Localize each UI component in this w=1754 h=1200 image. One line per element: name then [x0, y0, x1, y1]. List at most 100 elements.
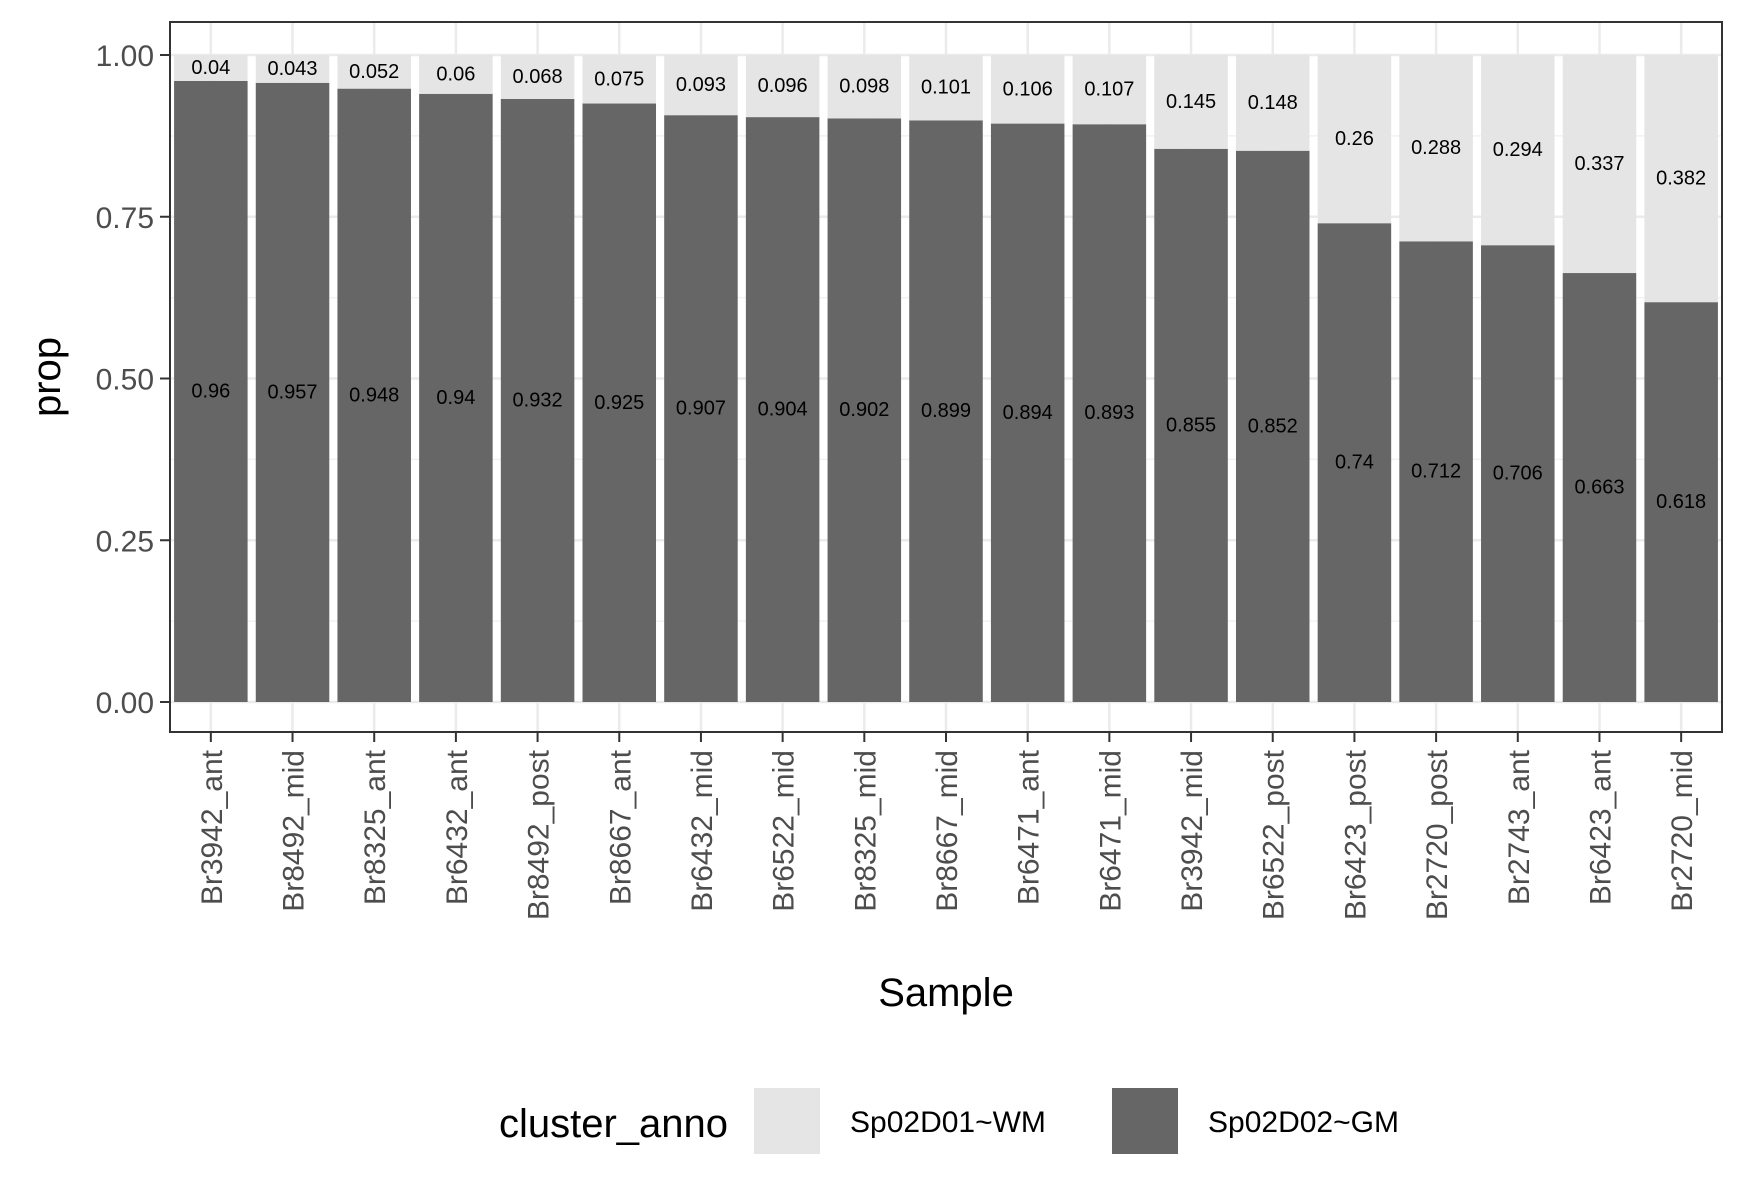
data-label-wm: 0.107: [1084, 79, 1134, 101]
bar-segment-wm: [1562, 55, 1637, 274]
x-tick-label: Br6423_ant: [1584, 749, 1617, 905]
data-label-wm: 0.106: [1003, 78, 1053, 100]
data-label-gm: 0.907: [676, 398, 726, 420]
bars-group: [174, 55, 1718, 703]
bar-segment-wm: [1317, 55, 1392, 224]
bar-segment-wm: [1154, 55, 1228, 149]
data-label-gm: 0.957: [267, 381, 317, 403]
x-tick-label: Br2743_ant: [1503, 749, 1536, 905]
x-tick-label: Br3942_mid: [1176, 750, 1209, 912]
x-tick-label: Br8667_ant: [604, 749, 637, 905]
x-tick-label: Br8325_mid: [849, 750, 882, 912]
x-axis: Br3942_ant Br8492_mid Br8325_ant Br6432_ant…: [196, 732, 1699, 920]
bar-segment-wm: [1235, 55, 1310, 151]
bar-segment-gm: [337, 88, 411, 703]
x-tick-label: Br8492_post: [523, 749, 556, 920]
data-label-gm: 0.94: [436, 387, 475, 409]
y-axis-title: prop: [25, 337, 69, 417]
data-label-gm: 0.855: [1166, 414, 1216, 436]
legend-key-label: Sp02D01~WM: [850, 1106, 1046, 1139]
x-tick-label: Br6432_mid: [686, 750, 719, 912]
bar-segment-gm: [174, 80, 248, 702]
data-label-gm: 0.893: [1084, 402, 1134, 424]
legend-title: cluster_anno: [499, 1102, 728, 1146]
bar-segment-wm: [909, 55, 983, 121]
data-label-wm: 0.337: [1574, 153, 1624, 175]
bar-segment-gm: [909, 120, 983, 703]
bar-segment-gm: [1399, 241, 1473, 702]
data-label-wm: 0.101: [921, 77, 971, 99]
data-label-gm: 0.902: [839, 399, 889, 421]
legend-key-swatch: [1112, 1088, 1178, 1154]
bar-segment-gm: [1154, 148, 1228, 702]
bar-segment-wm: [500, 55, 575, 99]
bar-segment-wm: [1072, 55, 1147, 125]
legend-key-swatch: [754, 1088, 820, 1154]
data-label-gm: 0.852: [1248, 415, 1298, 437]
x-tick-label: Br6522_post: [1258, 749, 1291, 920]
bar-segment-wm: [255, 55, 330, 83]
data-label-wm: 0.043: [267, 58, 317, 80]
data-label-gm: 0.96: [191, 380, 230, 402]
bar-segment-gm: [419, 93, 493, 702]
data-label-gm: 0.74: [1335, 452, 1374, 474]
bar-segment-wm: [664, 55, 738, 116]
bar-segment-gm: [827, 118, 902, 702]
bar-segment-wm: [827, 55, 902, 119]
x-tick-label: Br6471_mid: [1094, 750, 1127, 912]
x-tick-label: Br6432_ant: [441, 749, 474, 905]
y-tick-label: 0.75: [96, 202, 154, 235]
data-label-wm: 0.052: [349, 61, 399, 83]
bar-segment-gm: [1235, 150, 1310, 703]
data-label-wm: 0.26: [1335, 128, 1374, 150]
data-label-wm: 0.288: [1411, 137, 1461, 159]
bar-segment-gm: [500, 98, 575, 703]
data-label-gm: 0.618: [1656, 491, 1706, 513]
bar-segment-wm: [1399, 55, 1473, 242]
bar-segment-gm: [745, 117, 820, 702]
bar-segment-wm: [1481, 55, 1555, 246]
x-tick-label: Br3942_ant: [196, 749, 229, 905]
data-label-wm: 0.075: [594, 68, 644, 90]
y-axis: 0.00 0.25 0.50 0.75 1.00: [96, 40, 170, 720]
y-tick-label: 0.00: [96, 687, 154, 720]
bar-segment-wm: [1644, 55, 1718, 303]
legend-key-label: Sp02D02~GM: [1208, 1106, 1399, 1139]
bar-segment-wm: [990, 55, 1065, 124]
x-tick-label: Br6522_mid: [768, 750, 801, 912]
data-label-gm: 0.894: [1003, 402, 1053, 424]
data-label-gm: 0.932: [513, 389, 563, 411]
x-tick-label: Br2720_post: [1421, 749, 1454, 920]
bar-segment-gm: [664, 115, 738, 702]
bar-segment-gm: [1562, 273, 1637, 702]
bar-segment-wm: [419, 55, 493, 94]
bar-segment-gm: [1481, 245, 1555, 702]
bar-segment-gm: [1317, 223, 1392, 702]
data-label-gm: 0.706: [1493, 463, 1543, 485]
bar-segment-gm: [582, 103, 657, 702]
legend: cluster_anno Sp02D01~WM Sp02D02~GM: [499, 1088, 1399, 1154]
bar-labels-group: 0.96 0.04 0.957 0.043 0.948 0.052 0.94 0.06 0.93…: [191, 57, 1706, 513]
x-axis-title: Sample: [878, 971, 1014, 1015]
data-label-wm: 0.098: [839, 76, 889, 98]
x-tick-label: Br8667_mid: [931, 750, 964, 912]
data-label-wm: 0.382: [1656, 168, 1706, 190]
bar-segment-gm: [1644, 302, 1718, 702]
x-tick-label: Br2720_mid: [1666, 750, 1699, 912]
x-tick-label: Br6423_post: [1339, 749, 1372, 920]
bar-segment-wm: [337, 55, 411, 89]
data-label-wm: 0.096: [758, 75, 808, 97]
x-tick-label: Br6471_ant: [1013, 749, 1046, 905]
data-label-wm: 0.04: [191, 57, 230, 79]
data-label-wm: 0.093: [676, 74, 726, 96]
y-tick-label: 0.25: [96, 525, 154, 558]
data-label-wm: 0.068: [513, 66, 563, 88]
bar-segment-wm: [582, 55, 657, 104]
bar-segment-wm: [174, 55, 248, 81]
data-label-gm: 0.712: [1411, 461, 1461, 483]
bar-segment-gm: [255, 82, 330, 703]
data-label-gm: 0.925: [594, 392, 644, 414]
bar-segment-gm: [990, 123, 1065, 702]
data-label-gm: 0.904: [758, 399, 808, 421]
